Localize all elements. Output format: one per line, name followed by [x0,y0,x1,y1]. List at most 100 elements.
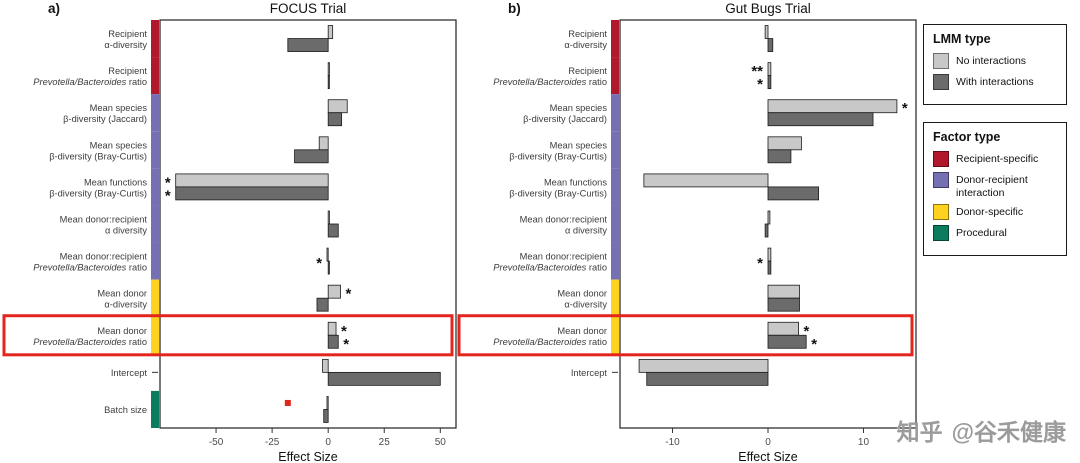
legend-swatch [933,74,949,90]
category-label: Prevotella/Bacteroides ratio [33,263,147,273]
bar-with-interactions [316,297,329,312]
bar-with-interactions [767,38,774,52]
legend-panel: LMM type No interactions With interactions… [923,24,1077,273]
legend-swatch [933,225,949,242]
bar-with-interactions [646,371,769,386]
bar-with-interactions [767,297,800,312]
category-label: β-diversity (Bray-Curtis) [509,188,607,198]
x-tick-label: 0 [765,437,771,448]
legend-item: Donor-specific [933,204,1057,221]
bar-no-interactions [638,358,769,373]
category-label: Intercept [571,368,608,378]
panel-label: b) [508,1,521,16]
x-tick-label: -25 [265,437,280,448]
bar-with-interactions [323,409,329,423]
category-label: α-diversity [564,300,607,310]
legend-item-label: Donor-recipient interaction [956,174,1028,199]
legend-item-label: No interactions [956,55,1027,67]
bar-no-interactions [327,25,334,39]
category-label: Mean donor:recipient [520,252,608,262]
x-tick-label: 50 [435,437,447,448]
factor-strip-interaction [611,205,619,243]
legend-swatch [933,204,949,221]
bar-no-interactions [327,62,330,77]
watermark-handle: @谷禾健康 [951,419,1066,445]
factor-strip-recipient [151,20,159,58]
category-label: Recipient [108,66,147,76]
factor-strip-donor [151,279,159,317]
legend-factor-type: Factor type Recipient-specific Donor-recip… [923,122,1067,257]
category-label: β-diversity (Bray-Curtis) [509,151,607,161]
legend-item: Recipient-specific [933,151,1057,167]
significance-marker: * [804,323,810,340]
factor-strip-procedural [151,390,159,428]
bar-no-interactions [767,210,771,225]
category-label: β-diversity (Bray-Curtis) [49,151,147,161]
bar-no-interactions [318,136,329,151]
bar-no-interactions [327,284,341,299]
significance-marker: * [757,255,763,272]
bar-no-interactions [767,99,898,114]
bar-no-interactions [767,62,772,77]
bar-with-interactions [767,334,807,349]
significance-marker: * [346,286,352,303]
bar-with-interactions [287,38,329,52]
bar-with-interactions [327,75,330,90]
factor-strip-interaction [151,168,159,206]
category-label: Mean species [550,140,608,150]
legend-swatch [933,151,949,167]
category-label: Mean species [550,103,608,113]
category-label: Mean donor:recipient [60,252,148,262]
panel-label: a) [48,1,60,16]
bar-no-interactions [767,284,800,299]
category-label: β-diversity (Jaccard) [523,114,607,124]
significance-marker: * [341,323,347,340]
significance-marker: * [165,187,171,204]
category-label: Mean functions [84,177,147,187]
category-label: Recipient [108,29,147,39]
legend-item-label: Procedural [956,227,1007,240]
bar-no-interactions [322,358,329,373]
category-label: Prevotella/Bacteroides ratio [493,337,607,347]
bar-with-interactions [294,149,329,164]
legend-item-label: Donor-specific [956,206,1024,219]
legend-item: Donor-recipient interaction [933,172,1057,199]
factor-strip-interaction [611,168,619,206]
category-label: Prevotella/Bacteroides ratio [493,77,607,87]
significance-marker: * [343,336,349,353]
category-label: Prevotella/Bacteroides ratio [493,263,607,273]
bar-no-interactions [764,25,769,39]
zhihu-logo: 知乎 [896,419,943,445]
factor-strip-interaction [611,94,619,132]
plot-border [159,19,457,429]
category-label: Mean donor [97,289,147,299]
legend-item: No interactions [933,53,1057,69]
factor-strip-interaction [151,131,159,169]
factor-strip-recipient [611,57,619,95]
bar-no-interactions [767,247,772,262]
factor-strip-recipient [151,57,159,95]
bar-with-interactions [327,371,441,386]
bar-with-interactions [327,112,343,127]
category-label: α diversity [565,226,607,236]
category-label: Prevotella/Bacteroides ratio [33,337,147,347]
category-label: Mean donor [97,326,147,336]
category-label: α-diversity [564,40,607,50]
bar-with-interactions [327,334,339,349]
bar-no-interactions [327,99,348,114]
panel-a: a) FOCUS TrialRecipientα-diversityRecipie… [2,1,457,463]
category-label: α-diversity [104,40,147,50]
legend-item-label: Recipient-specific [956,153,1039,165]
bar-with-interactions [767,112,874,127]
category-label: Mean donor:recipient [520,215,608,225]
panel-title: FOCUS Trial [270,1,347,16]
category-label: α diversity [105,226,147,236]
factor-strip-recipient [611,20,619,58]
significance-marker: * [902,100,908,117]
bar-no-interactions [326,247,329,262]
legend-title: Factor type [933,130,1001,144]
factor-strip-interaction [611,242,619,280]
category-label: β-diversity (Jaccard) [63,114,147,124]
significance-marker: * [811,336,817,353]
